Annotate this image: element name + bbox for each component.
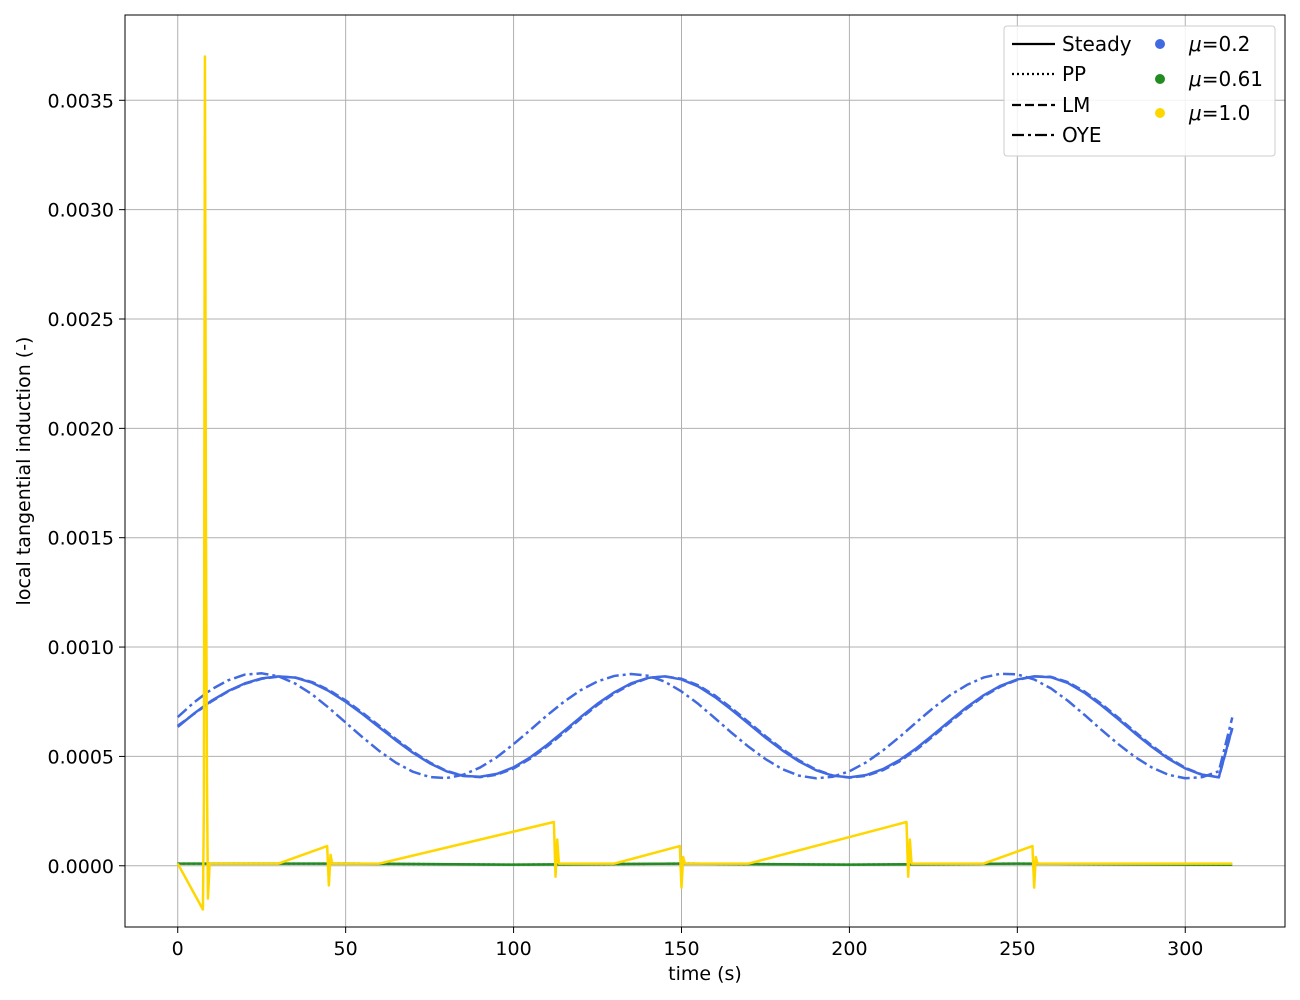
legend-marker-mu-0.2 bbox=[1155, 39, 1165, 49]
legend-label-oye: OYE bbox=[1062, 123, 1102, 147]
x-tick-label: 200 bbox=[831, 938, 867, 960]
y-tick-label: 0.0035 bbox=[48, 90, 114, 112]
plot-area bbox=[125, 15, 1285, 927]
y-axis-label: local tangential induction (-) bbox=[13, 337, 35, 606]
x-tick-label: 250 bbox=[999, 938, 1035, 960]
series-line-lm-mu-0.2 bbox=[176, 675, 1234, 779]
legend-mu-value-0.61: =0.61 bbox=[1202, 67, 1263, 91]
legend-mu-symbol-1.0: μ bbox=[1188, 101, 1202, 125]
series-line-steady-mu-1.0 bbox=[176, 55, 1233, 911]
y-tick-label: 0.0025 bbox=[48, 309, 114, 331]
y-tick-label: 0.0030 bbox=[48, 200, 114, 222]
x-tick-label: 50 bbox=[334, 938, 358, 960]
series-line-oye-mu-0.2 bbox=[176, 672, 1234, 780]
legend-marker-mu-0.61 bbox=[1155, 74, 1165, 84]
y-tick-label: 0.0015 bbox=[48, 528, 114, 550]
legend-label-pp: PP bbox=[1062, 62, 1086, 86]
x-tick-label: 150 bbox=[663, 938, 699, 960]
series-layer bbox=[176, 55, 1234, 911]
legend-mu-symbol-0.2: μ bbox=[1188, 32, 1202, 56]
grid bbox=[125, 15, 1285, 927]
y-tick-label: 0.0010 bbox=[48, 637, 114, 659]
legend-mu-value-0.2: =0.2 bbox=[1202, 32, 1251, 56]
x-axis-label: time (s) bbox=[668, 963, 742, 985]
legend-label-mu-0.2: μ=0.2 bbox=[1188, 32, 1250, 56]
ticks: 0 50 100 150 200 250 300 0.0000 0.0005 0.0010 0.00… bbox=[48, 90, 1204, 960]
plot-frame bbox=[124, 14, 1286, 928]
legend-label-mu-1.0: μ=1.0 bbox=[1188, 101, 1250, 125]
y-tick-label: 0.0000 bbox=[48, 856, 114, 878]
legend-label-lm: LM bbox=[1062, 93, 1090, 117]
x-tick-label: 100 bbox=[495, 938, 531, 960]
legend-label-mu-0.61: μ=0.61 bbox=[1188, 67, 1263, 91]
legend-label-steady: Steady bbox=[1062, 32, 1132, 56]
legend: Steady PP LM OYE μ=0.2 μ=0.61 μ=1.0 bbox=[1003, 25, 1276, 157]
x-tick-label: 300 bbox=[1167, 938, 1203, 960]
y-tick-label: 0.0005 bbox=[48, 746, 114, 768]
legend-marker-mu-1.0 bbox=[1155, 108, 1165, 118]
legend-mu-value-1.0: =1.0 bbox=[1202, 101, 1251, 125]
x-tick-label: 0 bbox=[172, 938, 184, 960]
legend-mu-symbol-0.61: μ bbox=[1188, 67, 1202, 91]
y-tick-label: 0.0020 bbox=[48, 418, 114, 440]
legend-frame bbox=[1003, 25, 1276, 157]
